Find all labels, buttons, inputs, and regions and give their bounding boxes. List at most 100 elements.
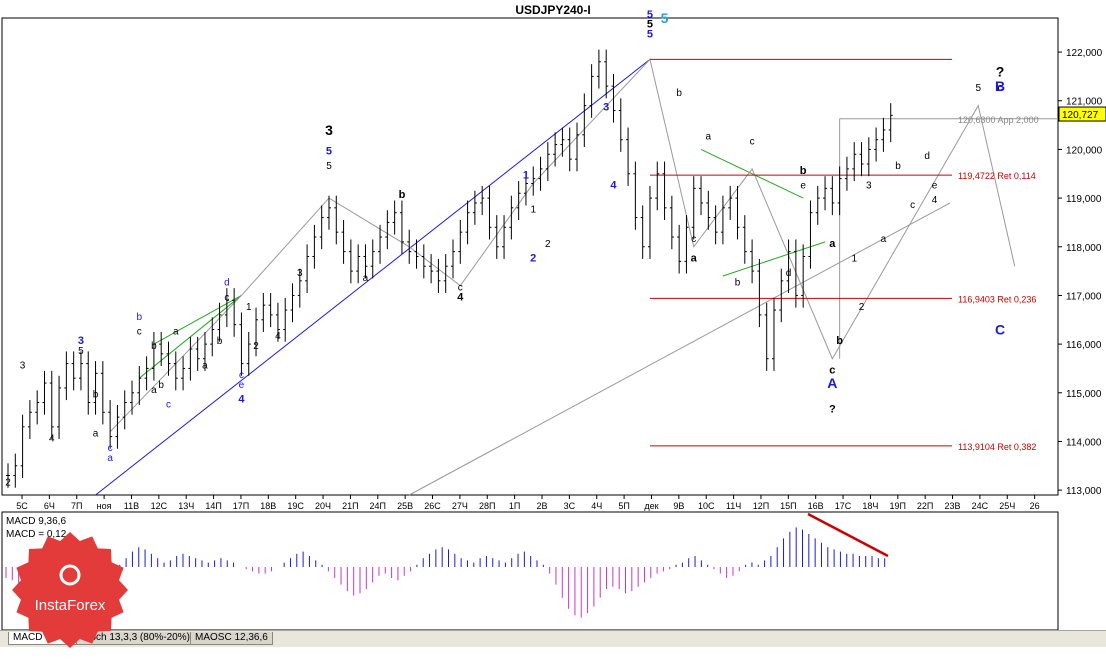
price-bar	[232, 288, 237, 337]
wave-label: d	[224, 278, 230, 289]
logo-text: InstaForex	[35, 597, 106, 614]
wave-label: A	[827, 375, 837, 391]
price-bar	[261, 293, 266, 332]
price-bar	[42, 370, 47, 415]
wave-label: a	[173, 326, 179, 337]
wave-label: 5	[326, 145, 332, 157]
wave-label: b	[735, 278, 741, 289]
price-bar	[224, 288, 229, 328]
price-tick-label: 115,000	[1066, 389, 1102, 400]
price-tick-label: 116,000	[1066, 340, 1102, 351]
price-bar	[144, 356, 149, 391]
wave-label: 2	[253, 341, 259, 352]
price-bar	[188, 336, 193, 381]
price-bar	[414, 239, 419, 269]
price-bar	[305, 244, 310, 294]
wave-label: 5	[78, 346, 84, 357]
time-tick-label: 26С	[424, 501, 441, 511]
price-bar	[852, 142, 857, 182]
wave-label: c	[691, 234, 696, 245]
wave-label: a	[151, 385, 157, 396]
time-tick-label: 21П	[342, 501, 358, 511]
wave-label: c	[224, 292, 229, 303]
wave-label: c	[458, 283, 463, 294]
price-bar	[677, 224, 682, 274]
wave-label: 3	[603, 101, 609, 113]
price-bar	[64, 351, 69, 401]
wave-zigzag	[109, 58, 1016, 433]
wave-label: c	[108, 443, 113, 454]
price-bar	[881, 117, 886, 152]
wave-label: ?	[996, 63, 1005, 79]
price-bar	[560, 127, 565, 157]
price-bar	[509, 195, 514, 240]
price-bar	[341, 219, 346, 264]
time-tick-label: 12П	[753, 501, 769, 511]
price-bar	[859, 142, 864, 177]
price-bar	[633, 161, 638, 230]
price-bar	[181, 356, 186, 391]
price-bar	[793, 239, 798, 308]
price-bar	[326, 195, 331, 230]
price-bar	[20, 414, 25, 478]
macd-divergence-line	[807, 512, 889, 558]
wave-label: e	[800, 180, 806, 191]
wave-label: a	[881, 234, 887, 245]
wave-label: a	[93, 429, 99, 440]
price-bar	[319, 205, 324, 250]
price-bar	[844, 156, 849, 191]
price-bar	[283, 297, 288, 342]
price-bar	[771, 297, 776, 371]
wave-label: 1	[851, 253, 857, 264]
price-bar	[618, 98, 623, 152]
wave-label: 3	[866, 180, 872, 191]
price-bar	[436, 258, 441, 294]
wave-label: 2	[530, 252, 536, 264]
logo-emblem-icon	[59, 564, 81, 586]
time-tick-label: 5С	[16, 501, 28, 511]
time-tick-label: 23В	[945, 501, 961, 511]
price-bar	[78, 351, 83, 391]
price-tick-label: 120,000	[1066, 145, 1103, 156]
price-bar	[480, 185, 485, 216]
time-tick-label: 6Ч	[44, 501, 55, 511]
price-bar	[575, 122, 580, 172]
price-bar	[494, 215, 499, 259]
wave-label: 2	[5, 477, 11, 488]
time-tick-label: 14П	[205, 501, 221, 511]
wave-label: 2	[545, 239, 551, 250]
price-bar	[647, 185, 652, 259]
price-tick-label: 119,000	[1066, 194, 1102, 205]
price-bar	[385, 210, 390, 250]
price-bar	[166, 341, 171, 376]
price-bar	[115, 404, 120, 449]
price-bar	[808, 200, 813, 269]
price-bar	[348, 239, 353, 284]
price-bar	[363, 244, 368, 279]
price-bar	[764, 302, 769, 371]
price-tick-label: 118,000	[1066, 243, 1102, 254]
wave-label: a	[363, 273, 369, 284]
current-price-tag	[1058, 106, 1106, 122]
wave-label: b	[676, 88, 682, 99]
wave-label: d	[786, 268, 792, 279]
time-tick-label: 17П	[233, 501, 249, 511]
price-bar	[626, 127, 631, 186]
time-tick-label: 17С	[835, 501, 852, 511]
price-bar	[443, 254, 448, 294]
tab-maosc[interactable]: MAOSC 12,36,6	[190, 632, 273, 645]
current-price-value: 120,727	[1062, 110, 1099, 121]
fib-level-label: 113,9104 Ret 0,382	[958, 442, 1036, 452]
price-bar	[458, 219, 463, 264]
time-tick-label: дек	[644, 501, 658, 511]
price-bar	[888, 103, 893, 143]
wave-label: 4	[457, 291, 464, 303]
wave-label: b	[158, 380, 164, 391]
price-bar	[370, 239, 375, 279]
price-bar	[779, 268, 784, 323]
price-bar	[93, 361, 98, 415]
price-bar	[582, 93, 587, 147]
time-tick-label: 12С	[151, 501, 168, 511]
price-bar	[801, 244, 806, 308]
